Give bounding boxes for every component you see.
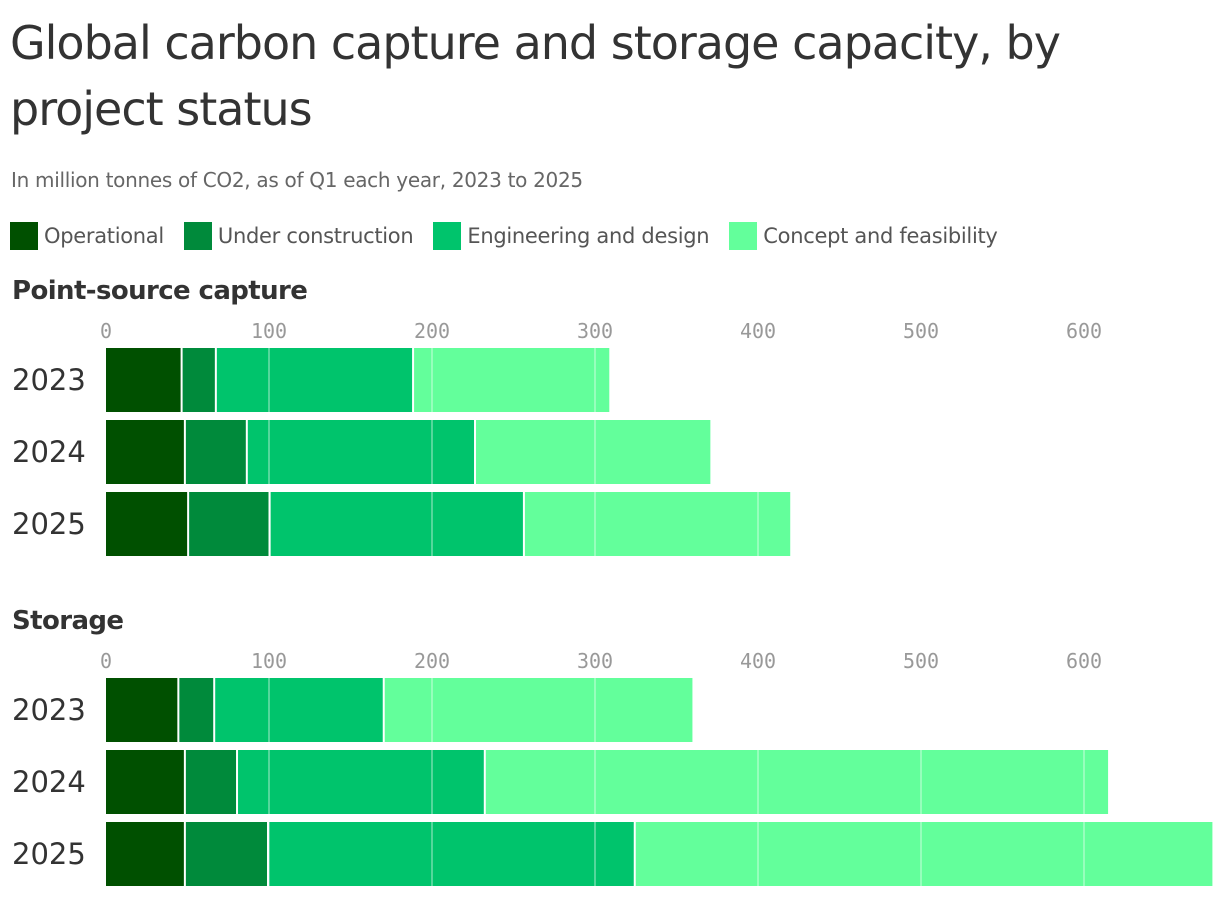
chart-0-tick-label-400: 400: [740, 319, 776, 343]
chart-0-bar-2023-under-construction: [182, 348, 215, 412]
chart-subtitle: In million tonnes of CO2, as of Q1 each …: [11, 168, 583, 192]
chart-0-bar-2024-engineering-and-design: [247, 420, 475, 484]
chart-1-tick-label-400: 400: [740, 649, 776, 673]
chart-title: Global carbon capture and storage capaci…: [10, 16, 1061, 136]
chart-storage: 0 100 200 300 400 500 600 2023 2024 2025: [12, 649, 1213, 886]
legend-item-operational: Operational: [10, 222, 164, 250]
chart-0-bar-2025-operational: [106, 492, 188, 556]
chart-0-tick-label-200: 200: [414, 319, 450, 343]
chart-0-bar-2025-engineering-and-design: [270, 492, 523, 556]
chart-1-tick-label-300: 300: [577, 649, 613, 673]
chart-0-bar-2025-under-construction: [189, 492, 269, 556]
chart-1-bar-2025-operational: [106, 822, 184, 886]
chart-0-tick-label-500: 500: [903, 319, 939, 343]
legend-item-concept-and-feasibility: Concept and feasibility: [729, 222, 998, 250]
chart-1-bar-2024-operational: [106, 750, 184, 814]
chart-0-gridlines: [268, 348, 1085, 556]
chart-1-bar-2023-operational: [106, 678, 178, 742]
chart-0-category-label-2023: 2023: [12, 363, 86, 397]
chart-1-bar-2023-engineering-and-design: [215, 678, 383, 742]
chart-1-tick-label-600: 600: [1066, 649, 1102, 673]
chart-0-tick-label-600: 600: [1066, 319, 1102, 343]
legend-item-under-construction: Under construction: [183, 222, 414, 250]
legend-label-operational: Operational: [44, 224, 164, 248]
panel-title-storage: Storage: [12, 606, 124, 636]
chart-1-category-label-2025: 2025: [12, 837, 86, 871]
chart-point-source-capture: 0 100 200 300 400 500 600 2023 2024 2025: [12, 319, 1102, 556]
chart-1-tick-label-0: 0: [100, 649, 112, 673]
panel-title-point-source: Point-source capture: [12, 276, 308, 306]
chart-0-bar-2023-engineering-and-design: [216, 348, 413, 412]
chart-1-bar-2023-concept-and-feasibility: [384, 678, 693, 742]
chart-1-gridlines: [268, 678, 1085, 886]
chart-0-category-label-2025: 2025: [12, 507, 86, 541]
chart-0-tick-label-100: 100: [251, 319, 287, 343]
chart-1-category-label-2023: 2023: [12, 693, 86, 727]
chart-1-bar-2025-concept-and-feasibility: [635, 822, 1213, 886]
legend: Operational Under construction Engineeri…: [10, 222, 1018, 250]
chart-0-bar-2023-operational: [106, 348, 181, 412]
legend-swatch-engineering-and-design: [433, 222, 462, 250]
chart-1-bar-2024-engineering-and-design: [238, 750, 484, 814]
chart-1-bar-2025-under-construction: [185, 822, 267, 886]
chart-0-bar-2025-concept-and-feasibility: [524, 492, 791, 556]
chart-1-bar-2024-concept-and-feasibility: [485, 750, 1109, 814]
chart-0-tick-label-300: 300: [577, 319, 613, 343]
chart-0-bar-2024-under-construction: [185, 420, 246, 484]
chart-0-bar-2023-concept-and-feasibility: [414, 348, 610, 412]
legend-item-engineering-and-design: Engineering and design: [433, 222, 710, 250]
legend-label-engineering-and-design: Engineering and design: [467, 224, 710, 248]
chart-0-bar-2024-operational: [106, 420, 184, 484]
chart-1-category-label-2024: 2024: [12, 765, 86, 799]
legend-label-under-construction: Under construction: [217, 224, 414, 248]
chart-1-bar-2023-under-construction: [179, 678, 214, 742]
chart-0-bar-2024-concept-and-feasibility: [476, 420, 711, 484]
chart-1-tick-label-200: 200: [414, 649, 450, 673]
legend-swatch-under-construction: [183, 222, 212, 250]
chart-0-tick-label-0: 0: [100, 319, 112, 343]
legend-swatch-operational: [10, 222, 38, 250]
chart-1-bars: [106, 678, 1213, 886]
legend-label-concept-and-feasibility: Concept and feasibility: [763, 224, 998, 248]
chart-1-tick-label-100: 100: [251, 649, 287, 673]
legend-swatch-concept-and-feasibility: [729, 222, 758, 250]
chart-1-bar-2025-engineering-and-design: [269, 822, 634, 886]
chart-1-tick-label-500: 500: [903, 649, 939, 673]
chart-0-bars: [106, 348, 791, 556]
chart-0-category-label-2024: 2024: [12, 435, 86, 469]
chart-1-bar-2024-under-construction: [185, 750, 237, 814]
